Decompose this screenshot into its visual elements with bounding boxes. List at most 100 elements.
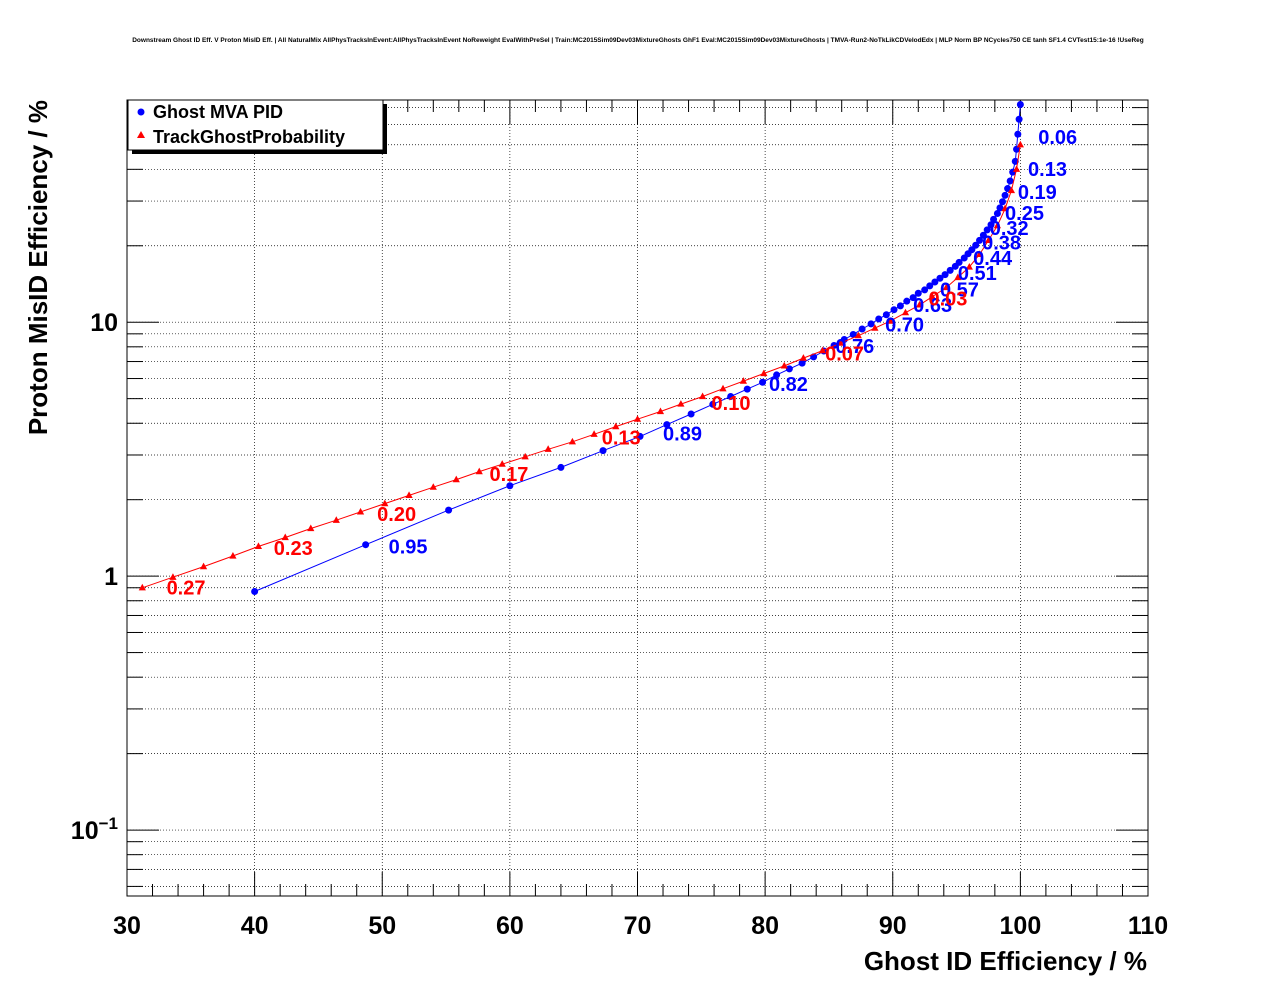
data-point-ghost-mva-pid <box>709 400 717 408</box>
data-point-track-ghost-probability <box>780 361 788 369</box>
data-point-track-ghost-probability <box>942 283 950 291</box>
data-point-track-ghost-probability <box>1007 186 1016 194</box>
data-point-ghost-mva-pid <box>990 215 998 223</box>
cut-value-label: 0.70 <box>885 314 924 336</box>
cut-value-label: 0.57 <box>940 279 979 301</box>
data-point-ghost-mva-pid <box>976 236 984 244</box>
data-point-ghost-mva-pid <box>909 294 917 302</box>
x-tick-label: 100 <box>1000 912 1042 940</box>
x-tick-label: 110 <box>1128 912 1168 940</box>
x-axis-title: Ghost ID Efficiency / % <box>864 946 1147 976</box>
data-point-ghost-mva-pid <box>987 221 995 229</box>
data-point-track-ghost-probability <box>928 292 936 300</box>
data-point-track-ghost-probability <box>760 369 768 377</box>
data-point-track-ghost-probability <box>975 250 984 257</box>
y-tick-label: 10 <box>90 309 118 337</box>
data-point-ghost-mva-pid <box>743 385 751 393</box>
data-point-track-ghost-probability <box>871 324 879 331</box>
data-point-ghost-mva-pid <box>875 315 883 323</box>
chart-title: Downstream Ghost ID Eff. V Proton MisID … <box>132 37 1144 44</box>
data-point-track-ghost-probability <box>719 384 727 392</box>
data-point-track-ghost-probability <box>199 562 208 570</box>
x-tick-label: 60 <box>496 912 524 940</box>
data-point-ghost-mva-pid <box>798 359 806 367</box>
data-point-track-ghost-probability <box>818 346 827 354</box>
cut-value-label: 0.23 <box>274 538 313 560</box>
data-point-ghost-mva-pid <box>362 541 370 549</box>
data-point-ghost-mva-pid <box>999 198 1007 206</box>
y-axis-tick-labels: 10−1 1 10 <box>71 309 118 845</box>
cut-value-label: 0.95 <box>389 537 428 559</box>
cut-value-label: 0.13 <box>602 427 641 449</box>
data-point-ghost-mva-pid <box>936 274 944 282</box>
data-point-track-ghost-probability <box>993 221 1002 229</box>
data-point-ghost-mva-pid <box>849 330 857 338</box>
cut-value-label: 0.07 <box>825 343 864 365</box>
x-tick-label: 70 <box>624 912 652 940</box>
data-point-track-ghost-probability <box>568 437 577 445</box>
plot-border <box>126 99 1149 897</box>
data-point-ghost-mva-pid <box>993 209 1001 217</box>
data-point-track-ghost-probability <box>169 573 177 580</box>
legend: Ghost MVA PID TrackGhostProbability <box>127 99 387 154</box>
data-point-ghost-mva-pid <box>882 311 890 319</box>
cut-value-label: 0.19 <box>1018 182 1057 204</box>
data-point-ghost-mva-pid <box>1014 130 1022 138</box>
data-point-track-ghost-probability <box>677 400 685 407</box>
data-point-ghost-mva-pid <box>896 302 904 310</box>
data-point-track-ghost-probability <box>475 467 483 475</box>
data-point-ghost-mva-pid <box>687 410 695 418</box>
series-layer <box>138 101 1024 595</box>
legend-label-track-ghost-probability: TrackGhostProbability <box>153 127 345 147</box>
data-point-ghost-mva-pid <box>445 506 453 514</box>
data-point-ghost-mva-pid <box>557 463 565 471</box>
cut-value-label: 0.76 <box>835 336 874 358</box>
data-point-track-ghost-probability <box>356 507 365 515</box>
data-point-track-ghost-probability <box>901 308 910 316</box>
data-point-ghost-mva-pid <box>599 447 607 455</box>
data-point-track-ghost-probability <box>799 354 808 361</box>
data-point-track-ghost-probability <box>836 339 845 346</box>
data-point-ghost-mva-pid <box>972 241 980 249</box>
data-point-track-ghost-probability <box>886 317 894 324</box>
data-point-track-ghost-probability <box>1012 165 1021 172</box>
data-point-ghost-mva-pid <box>1016 101 1024 109</box>
data-point-track-ghost-probability <box>307 524 315 532</box>
data-point-ghost-mva-pid <box>1004 185 1012 193</box>
data-point-ghost-mva-pid <box>955 258 963 266</box>
data-point-ghost-mva-pid <box>663 421 671 429</box>
data-point-ghost-mva-pid <box>890 306 898 314</box>
legend-label-ghost-mva-pid: Ghost MVA PID <box>153 102 283 122</box>
data-point-track-ghost-probability <box>698 392 707 400</box>
x-tick-label: 80 <box>751 912 779 940</box>
data-point-track-ghost-probability <box>954 273 962 281</box>
legend-marker-triangle <box>137 131 145 138</box>
data-point-track-ghost-probability <box>405 491 413 498</box>
data-point-track-ghost-probability <box>1001 204 1009 212</box>
data-point-ghost-mva-pid <box>867 320 875 328</box>
x-tick-label: 90 <box>879 912 907 940</box>
cut-value-label: 0.20 <box>377 504 416 526</box>
data-point-track-ghost-probability <box>254 542 263 549</box>
cut-value-label: 0.13 <box>1028 159 1067 181</box>
data-point-track-ghost-probability <box>381 499 389 507</box>
x-axis-tick-labels: 30 40 50 60 70 80 90 100 110 <box>113 912 1168 940</box>
cut-value-label: 0.27 <box>167 578 206 600</box>
legend-marker-circle <box>137 108 145 116</box>
data-point-ghost-mva-pid <box>1001 191 1009 199</box>
data-point-ghost-mva-pid <box>506 482 514 490</box>
data-point-track-ghost-probability <box>739 377 748 384</box>
data-point-ghost-mva-pid <box>858 325 866 333</box>
data-point-track-ghost-probability <box>332 516 340 523</box>
cut-value-label: 0.25 <box>1005 203 1044 225</box>
data-point-ghost-mva-pid <box>727 392 735 400</box>
data-point-ghost-mva-pid <box>251 587 259 595</box>
y-tick-label: 10−1 <box>71 814 118 845</box>
cut-value-label: 0.17 <box>489 464 528 486</box>
data-point-track-ghost-probability <box>281 533 289 541</box>
data-point-track-ghost-probability <box>429 483 437 490</box>
data-point-ghost-mva-pid <box>921 286 929 294</box>
data-point-track-ghost-probability <box>498 460 506 467</box>
grid-lines <box>127 100 1148 896</box>
